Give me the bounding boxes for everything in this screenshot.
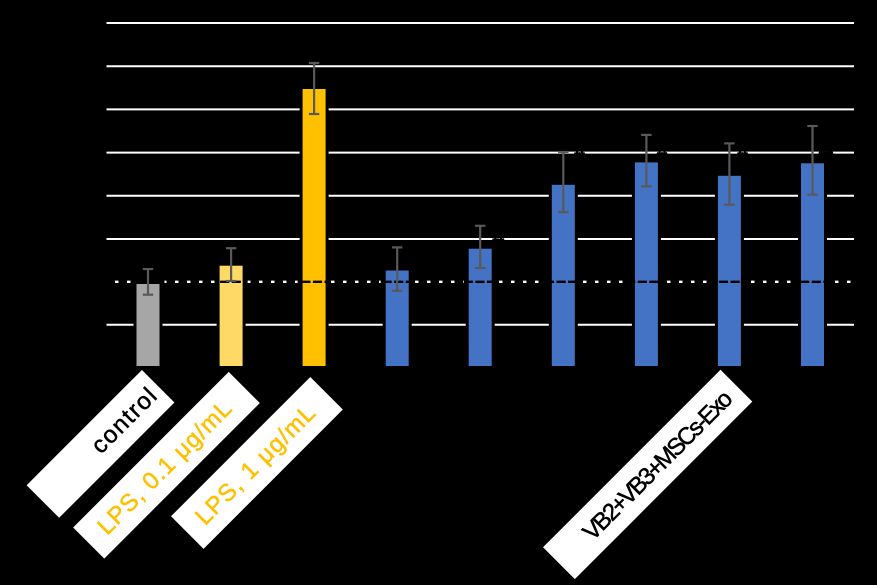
svg-text:**: ** (492, 235, 504, 252)
svg-text:**: ** (819, 147, 833, 167)
svg-text:**: ** (574, 149, 585, 164)
svg-text:**: ** (657, 149, 668, 164)
svg-text:**: ** (737, 149, 748, 164)
